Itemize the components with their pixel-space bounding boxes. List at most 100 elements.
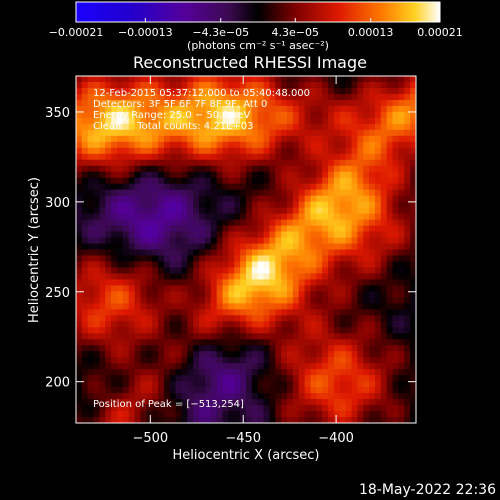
heatmap-cell	[111, 81, 118, 89]
heatmap-cell	[351, 207, 358, 215]
heatmap-cell	[169, 393, 177, 400]
heatmap-cell	[76, 405, 83, 412]
heatmap-cell	[234, 411, 241, 418]
heatmap-cell	[93, 309, 101, 316]
heatmap-cell	[246, 171, 253, 179]
heatmap-cell	[163, 273, 171, 281]
heatmap-cell	[281, 201, 288, 209]
heatmap-cell	[386, 369, 394, 376]
heatmap-cell	[263, 333, 271, 340]
heatmap-cell	[163, 255, 171, 263]
heatmap-cell	[287, 93, 294, 101]
heatmap-cell	[287, 201, 294, 209]
heatmap-cell	[275, 399, 282, 406]
heatmap-cell	[316, 105, 323, 113]
heatmap-cell	[122, 87, 130, 95]
heatmap-cell	[210, 411, 218, 418]
heatmap-cell	[316, 87, 323, 95]
heatmap-cell	[363, 417, 370, 423]
heatmap-cell	[76, 93, 83, 101]
heatmap-cell	[76, 147, 83, 155]
heatmap-cell	[404, 249, 411, 257]
heatmap-cell	[392, 363, 400, 370]
heatmap-cell	[169, 207, 177, 215]
heatmap-cell	[369, 351, 376, 358]
heatmap-cell	[410, 351, 416, 358]
heatmap-cell	[76, 327, 83, 334]
heatmap-cell	[158, 255, 165, 263]
heatmap-cell	[357, 135, 364, 143]
heatmap-cell	[169, 213, 177, 221]
heatmap-cell	[351, 225, 358, 233]
heatmap-cell	[158, 129, 165, 137]
heatmap-cell	[398, 93, 405, 101]
heatmap-cell	[199, 201, 206, 209]
heatmap-cell	[328, 369, 335, 376]
heatmap-cell	[163, 375, 171, 382]
heatmap-cell	[345, 285, 353, 292]
heatmap-cell	[134, 213, 142, 221]
heatmap-cell	[111, 153, 118, 161]
heatmap-cell	[404, 387, 411, 394]
heatmap-cell	[193, 411, 200, 418]
heatmap-cell	[292, 333, 300, 340]
heatmap-cell	[105, 393, 112, 400]
heatmap-cell	[275, 297, 282, 304]
x-axis-ticks: −500 −450 −400	[132, 76, 354, 446]
heatmap-cell	[187, 147, 194, 155]
heatmap-cell	[298, 357, 306, 364]
heatmap-cell	[392, 393, 400, 400]
heatmap-cell	[146, 177, 153, 185]
heatmap-cell	[251, 273, 259, 281]
heatmap-cell	[269, 243, 276, 251]
heatmap-cell	[298, 129, 306, 137]
heatmap-cell	[175, 207, 183, 215]
heatmap-cell	[122, 135, 130, 143]
heatmap-cell	[193, 267, 200, 275]
heatmap-cell	[263, 387, 271, 394]
heatmap-cell	[117, 231, 124, 239]
heatmap-cell	[345, 201, 353, 209]
heatmap-cell	[374, 351, 382, 358]
heatmap-cell	[122, 213, 130, 221]
heatmap-cell	[87, 153, 95, 161]
heatmap-cell	[199, 207, 206, 215]
heatmap-cell	[392, 207, 400, 215]
heatmap-cell	[374, 171, 382, 179]
heatmap-cell	[363, 291, 370, 298]
heatmap-cell	[181, 93, 188, 101]
heatmap-cell	[204, 195, 212, 203]
heatmap-cell	[87, 171, 95, 179]
heatmap-cell	[240, 183, 247, 191]
heatmap-cell	[380, 255, 388, 263]
heatmap-cell	[117, 159, 124, 167]
heatmap-cell	[146, 303, 153, 310]
heatmap-cell	[386, 207, 394, 215]
heatmap-cell	[163, 231, 171, 239]
heatmap-cell	[339, 87, 347, 95]
heatmap-cell	[269, 327, 276, 334]
heatmap-cell	[251, 345, 259, 352]
heatmap-cell	[398, 219, 405, 227]
heatmap-cell	[240, 339, 247, 346]
heatmap-cell	[339, 159, 347, 167]
heatmap-cell	[410, 333, 416, 340]
heatmap-cell	[105, 81, 112, 89]
heatmap-cell	[380, 279, 388, 286]
heatmap-cell	[351, 321, 358, 328]
heatmap-cell	[163, 105, 171, 113]
heatmap-cell	[175, 369, 183, 376]
heatmap-cell	[269, 177, 276, 185]
heatmap-cell	[93, 123, 101, 131]
heatmap-cell	[392, 417, 400, 423]
heatmap-cell	[204, 303, 212, 310]
heatmap-cell	[410, 357, 416, 364]
heatmap-cell	[386, 309, 394, 316]
heatmap-cell	[345, 123, 353, 131]
heatmap-cell	[345, 327, 353, 334]
heatmap-cell	[374, 129, 382, 137]
heatmap-cell	[81, 105, 89, 113]
heatmap-cell	[210, 135, 218, 143]
heatmap-cell	[369, 177, 376, 185]
heatmap-cell	[193, 297, 200, 304]
